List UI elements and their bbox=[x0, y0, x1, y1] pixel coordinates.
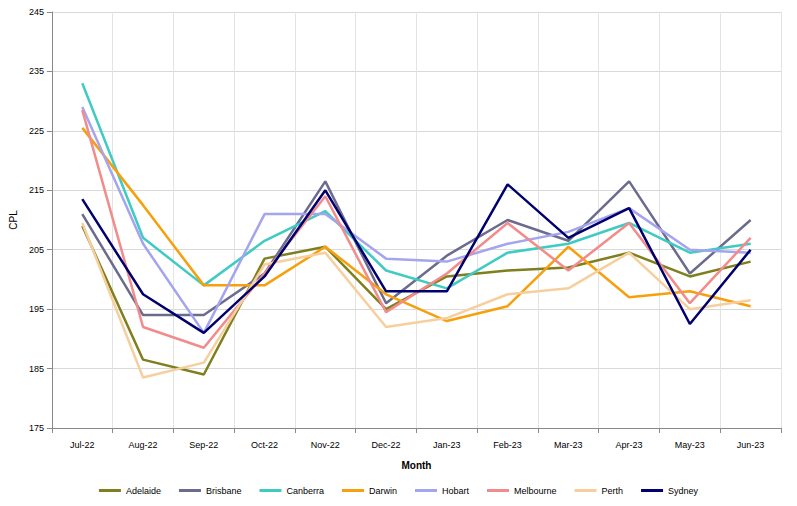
svg-text:185: 185 bbox=[29, 364, 44, 374]
svg-text:CPL: CPL bbox=[8, 210, 19, 230]
svg-text:195: 195 bbox=[29, 304, 44, 314]
svg-text:Aug-22: Aug-22 bbox=[129, 440, 158, 450]
svg-text:Jul-22: Jul-22 bbox=[70, 440, 95, 450]
svg-text:Jun-23: Jun-23 bbox=[737, 440, 765, 450]
svg-text:Melbourne: Melbourne bbox=[514, 486, 557, 496]
svg-text:Month: Month bbox=[401, 460, 431, 471]
svg-text:215: 215 bbox=[29, 185, 44, 195]
svg-text:Canberra: Canberra bbox=[286, 486, 324, 496]
svg-text:175: 175 bbox=[29, 423, 44, 433]
svg-text:Sep-22: Sep-22 bbox=[189, 440, 218, 450]
svg-text:Hobart: Hobart bbox=[442, 486, 470, 496]
svg-text:Jan-23: Jan-23 bbox=[433, 440, 461, 450]
svg-text:235: 235 bbox=[29, 66, 44, 76]
svg-text:May-23: May-23 bbox=[675, 440, 705, 450]
svg-text:Brisbane: Brisbane bbox=[206, 486, 242, 496]
svg-text:Feb-23: Feb-23 bbox=[493, 440, 522, 450]
svg-text:Darwin: Darwin bbox=[369, 486, 397, 496]
svg-text:Perth: Perth bbox=[602, 486, 624, 496]
svg-text:245: 245 bbox=[29, 7, 44, 17]
svg-text:Apr-23: Apr-23 bbox=[616, 440, 643, 450]
svg-text:Mar-23: Mar-23 bbox=[554, 440, 583, 450]
svg-text:Sydney: Sydney bbox=[668, 486, 699, 496]
svg-text:205: 205 bbox=[29, 245, 44, 255]
svg-text:Nov-22: Nov-22 bbox=[311, 440, 340, 450]
svg-text:Dec-22: Dec-22 bbox=[372, 440, 401, 450]
svg-text:225: 225 bbox=[29, 126, 44, 136]
svg-text:Oct-22: Oct-22 bbox=[251, 440, 278, 450]
svg-text:Adelaide: Adelaide bbox=[126, 486, 161, 496]
